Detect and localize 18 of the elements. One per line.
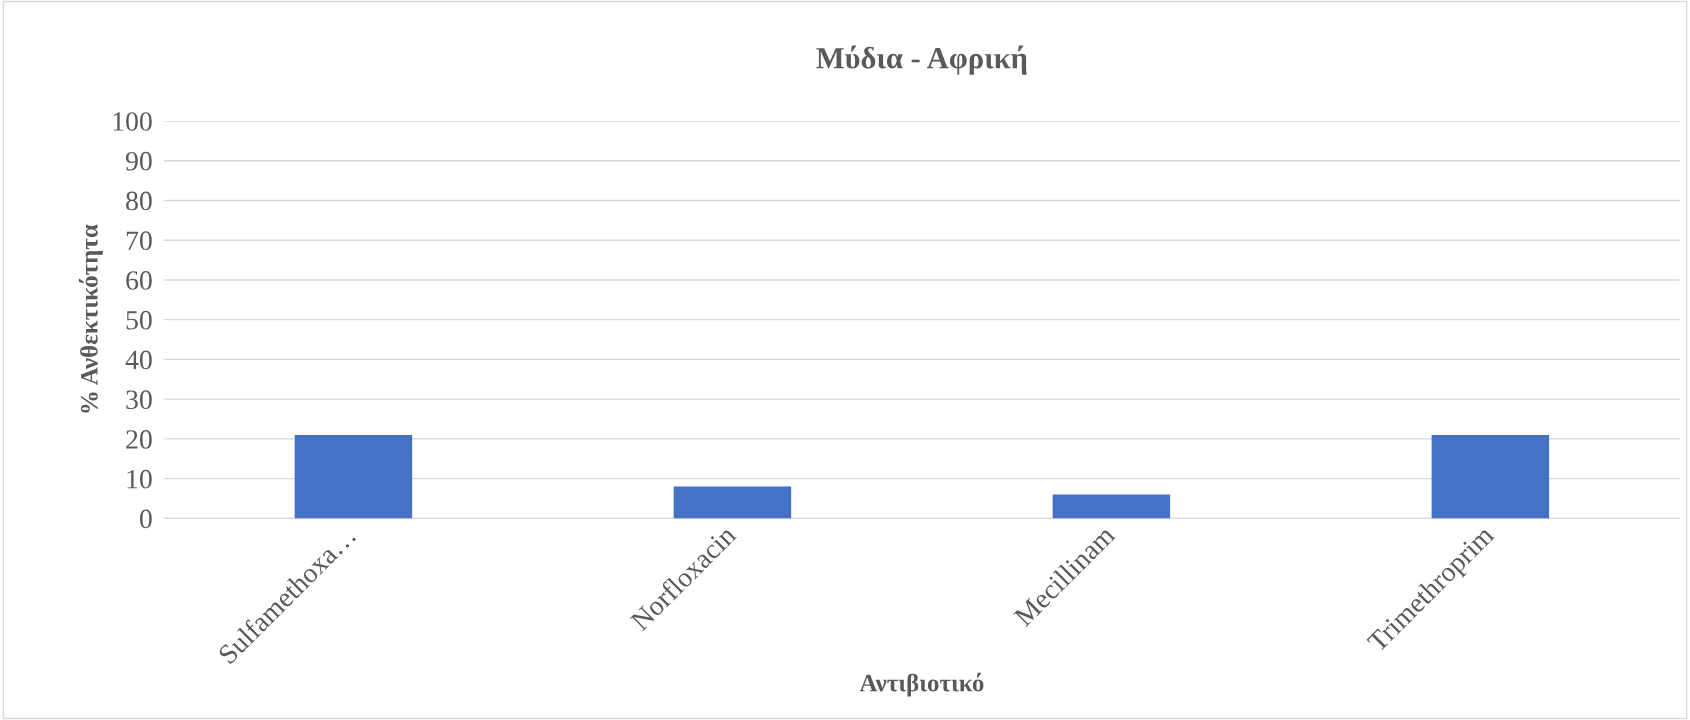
- y-tick-label: 0: [139, 509, 152, 529]
- bar: [1431, 434, 1550, 519]
- chart-title: Μύδια - Αφρική: [816, 45, 1027, 75]
- y-tick-label: 50: [126, 310, 152, 330]
- y-tick-label: 80: [126, 191, 152, 211]
- bar: [1052, 494, 1171, 519]
- y-tick-label: 60: [126, 271, 152, 290]
- y-axis-title: % Ανθεκτικότητα: [78, 224, 103, 413]
- y-tick-label: 70: [126, 231, 152, 251]
- bar: [294, 434, 413, 519]
- y-tick-label: 100: [113, 112, 152, 131]
- y-tick-label: 40: [125, 350, 152, 370]
- x-axis-title: Αντιβιοτικό: [859, 672, 984, 697]
- bar: [673, 486, 792, 519]
- y-tick-label: 30: [126, 390, 152, 410]
- y-tick-label: 10: [127, 469, 152, 489]
- y-tick-label: 20: [126, 430, 152, 449]
- y-tick-label: 90: [125, 151, 152, 171]
